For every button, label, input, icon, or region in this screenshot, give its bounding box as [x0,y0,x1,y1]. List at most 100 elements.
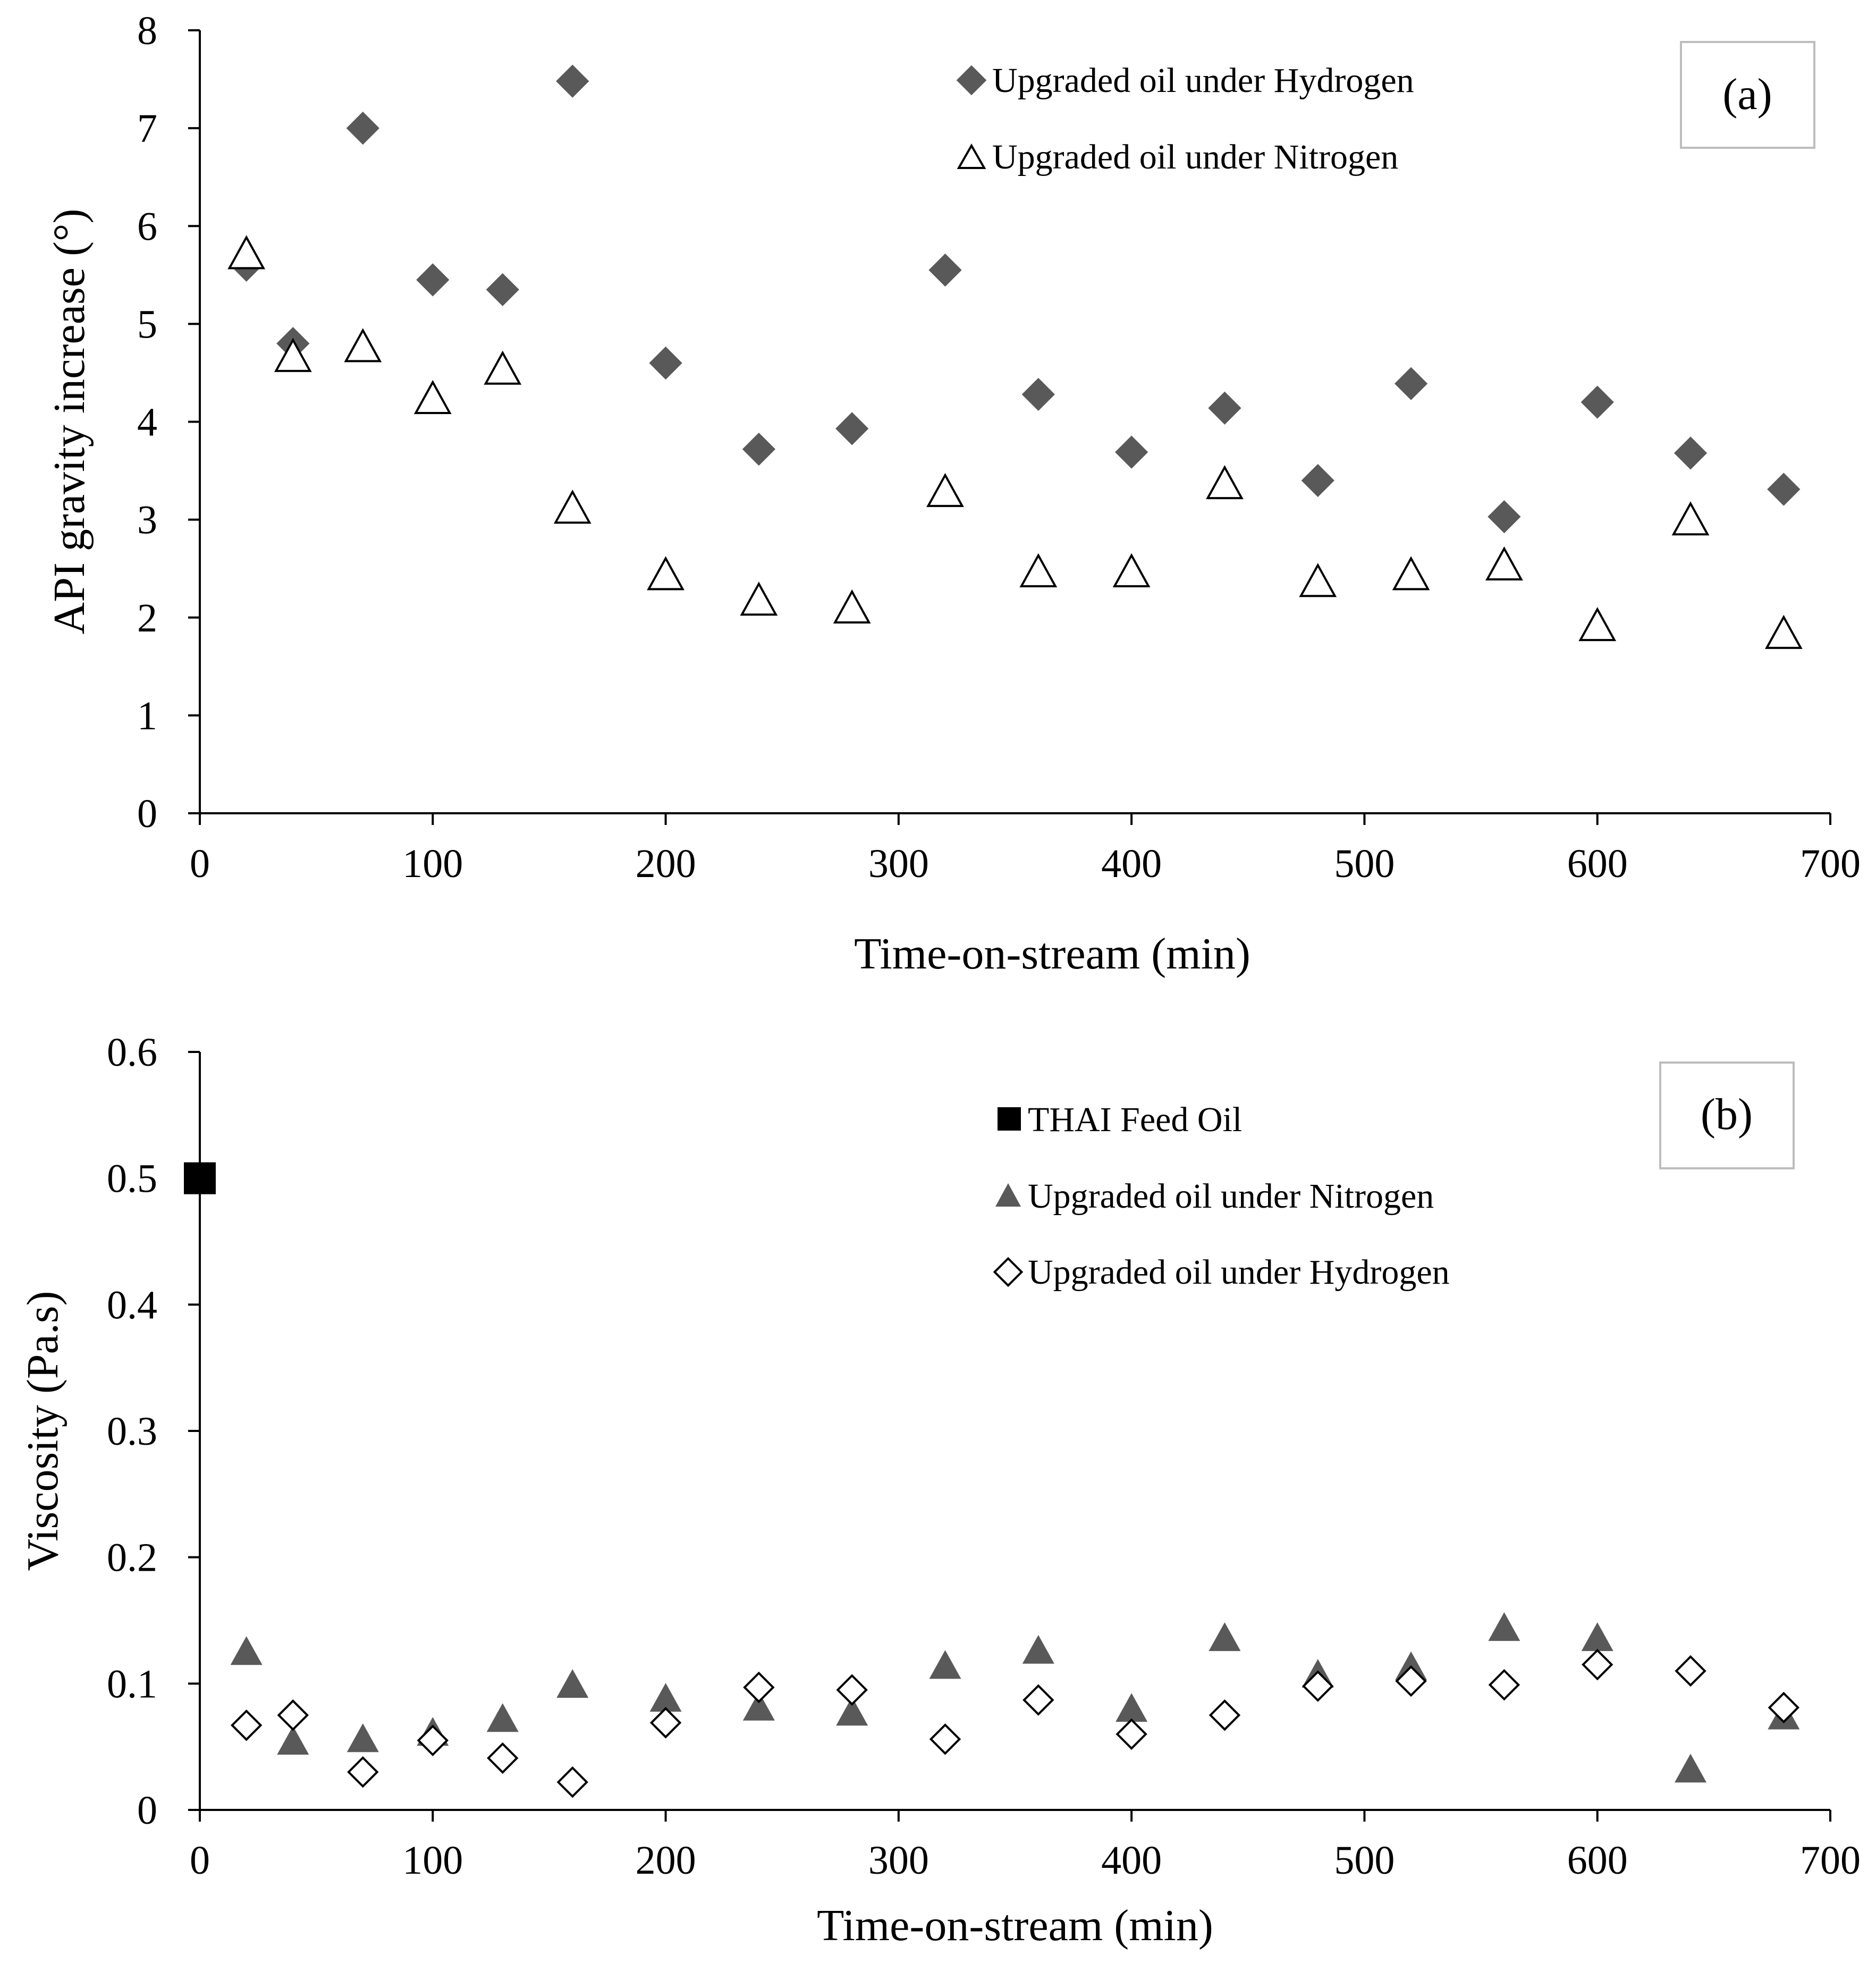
data-point-upgraded-oil-under-nitrogen [1206,465,1244,500]
data-point-upgraded-oil-under-hydrogen [346,112,379,145]
data-point-upgraded-oil-under-hydrogen [1675,1655,1706,1687]
data-point-upgraded-oil-under-nitrogen [556,1669,589,1698]
data-point-upgraded-oil-under-hydrogen [835,412,869,445]
data-point-upgraded-oil-under-nitrogen [1488,1612,1520,1641]
panel-a-legend: Upgraded oil under Hydrogen Upgraded oil… [956,61,1414,176]
chart-panel-a: 0 1 2 3 4 5 6 7 8 0 100 200 300 400 500 600 700 Time-on… [45,9,1861,979]
panel-a-y-tick-label: 0 [137,791,157,836]
data-point-upgraded-oil-under-hydrogen [1488,500,1521,534]
data-point-upgraded-oil-under-hydrogen [1208,391,1241,425]
legend-marker-hydrogen-diamond [956,65,987,96]
panel-b-x-tick-label: 500 [1334,1838,1395,1883]
data-point-upgraded-oil-under-nitrogen [1485,546,1523,581]
panel-a-x-tick-label: 100 [402,841,463,886]
data-point-upgraded-oil-under-hydrogen [1209,1699,1241,1731]
data-point-upgraded-oil-under-hydrogen [928,253,962,287]
data-point-upgraded-oil-under-hydrogen [556,64,589,98]
panel-b-y-tick-label: 0.6 [107,1030,157,1075]
panel-b-y-tick-label: 0.5 [107,1157,157,1201]
panel-b-x-tick-label: 700 [1800,1838,1861,1883]
data-point-upgraded-oil-under-nitrogen [1022,1635,1054,1664]
panel-a-x-tick-label: 200 [636,841,696,886]
panel-a-y-tick-label: 8 [137,9,157,53]
panel-b-x-axis-title: Time-on-stream (min) [817,1901,1213,1950]
data-point-upgraded-oil-under-hydrogen [743,1671,775,1704]
data-point-upgraded-oil-under-hydrogen [1581,385,1614,419]
data-point-upgraded-oil-under-hydrogen [1021,377,1055,411]
panel-b-x-tick-label: 0 [190,1838,210,1883]
data-point-upgraded-oil-under-hydrogen [347,1756,379,1788]
panel-a-label-box [1680,41,1815,149]
legend-marker-thai-square [998,1107,1021,1131]
data-point-upgraded-oil-under-nitrogen [1578,607,1617,642]
data-point-upgraded-oil-under-hydrogen [649,1707,682,1739]
data-point-upgraded-oil-under-nitrogen [347,1723,379,1753]
panel-a-x-tick-label: 0 [190,841,210,886]
data-point-upgraded-oil-under-hydrogen [649,346,682,380]
panel-a-y-tick-label: 5 [137,302,157,347]
legend-label-hydrogen: Upgraded oil under Hydrogen [992,61,1414,100]
data-point-upgraded-oil-under-hydrogen [742,432,775,466]
data-point-upgraded-oil-under-nitrogen [344,328,382,363]
data-point-upgraded-oil-under-nitrogen [833,589,871,624]
data-point-upgraded-oil-under-nitrogen [1299,563,1337,597]
data-point-upgraded-oil-under-hydrogen [556,1766,588,1798]
data-point-upgraded-oil-under-hydrogen [1301,464,1334,498]
panel-a-x-tick-label: 600 [1567,841,1628,886]
data-point-upgraded-oil-under-hydrogen [836,1674,868,1706]
panel-b-y-tick-label: 0.2 [107,1536,157,1580]
data-point-upgraded-oil-under-nitrogen [1112,553,1151,587]
panel-b-x-tick-label: 600 [1567,1838,1628,1883]
panel-b-x-tick-label: 200 [636,1838,696,1883]
legend-label-thai-feed-oil: THAI Feed Oil [1028,1100,1242,1139]
data-point-upgraded-oil-under-nitrogen [484,350,522,385]
legend-marker-nitrogen-filled-triangle [995,1183,1021,1207]
data-point-upgraded-oil-under-hydrogen [1674,436,1708,470]
panel-a-y-tick-label: 3 [137,498,157,543]
data-point-upgraded-oil-under-nitrogen [740,582,778,616]
data-point-upgraded-oil-under-nitrogen [1209,1622,1241,1652]
panel-b-y-tick-label: 0 [137,1788,157,1833]
data-point-upgraded-oil-under-hydrogen [1302,1670,1334,1702]
data-point-upgraded-oil-under-nitrogen [1392,556,1430,591]
data-point-upgraded-oil-under-hydrogen [1022,1684,1054,1716]
data-point-upgraded-oil-under-nitrogen [486,1703,519,1732]
data-point-upgraded-oil-under-hydrogen [1395,1665,1427,1697]
data-point-upgraded-oil-under-nitrogen [647,556,685,591]
panel-b-y-tick-label: 0.1 [107,1662,157,1706]
panel-a-x-tick-label: 700 [1800,841,1861,886]
legend-label-nitrogen: Upgraded oil under Nitrogen [992,138,1398,176]
panel-a-x-tick-label: 500 [1334,841,1395,886]
panel-b-y-tick-label: 0.4 [107,1283,157,1327]
data-point-upgraded-oil-under-hydrogen [1115,435,1148,469]
panel-a-y-tick-label: 4 [137,400,157,445]
data-point-upgraded-oil-under-nitrogen [926,473,964,507]
data-point-upgraded-oil-under-nitrogen [1019,553,1058,587]
data-point-upgraded-oil-under-nitrogen [274,338,312,372]
panel-a-label: (a) [1722,70,1772,119]
panel-b-x-tick-label: 100 [402,1838,463,1883]
data-point-upgraded-oil-under-hydrogen [929,1723,961,1755]
data-point-upgraded-oil-under-hydrogen [230,1709,263,1741]
panel-b-y-axis-title: Viscosity (Pa.s) [18,1291,67,1571]
data-point-upgraded-oil-under-nitrogen [1764,614,1803,649]
panel-a-x-axis-title: Time-on-stream (min) [854,929,1250,979]
data-point-upgraded-oil-under-nitrogen [1116,1693,1148,1722]
panel-a-y-tick-label: 1 [137,694,157,738]
panel-a-y-tick-label: 7 [137,106,157,151]
data-point-upgraded-oil-under-nitrogen [1671,501,1710,536]
legend-label-nitrogen-b: Upgraded oil under Nitrogen [1028,1177,1434,1216]
data-point-upgraded-oil-under-hydrogen [417,1724,449,1756]
panel-a-x-tick-label: 400 [1101,841,1162,886]
panel-a-y-tick-label: 6 [137,204,157,249]
panel-b-legend: THAI Feed Oil Upgraded oil under Nitroge… [993,1100,1450,1292]
data-point-upgraded-oil-under-hydrogen [1394,367,1428,400]
data-point-upgraded-oil-under-hydrogen [1582,1648,1613,1681]
data-point-upgraded-oil-under-hydrogen [487,1742,519,1774]
panel-b-y-tick-label: 0.3 [107,1409,157,1454]
data-point-upgraded-oil-under-nitrogen [553,490,591,524]
data-point-upgraded-oil-under-nitrogen [227,235,266,269]
data-point-upgraded-oil-under-nitrogen [836,1697,868,1726]
data-point-upgraded-oil-under-hydrogen [277,1699,309,1731]
